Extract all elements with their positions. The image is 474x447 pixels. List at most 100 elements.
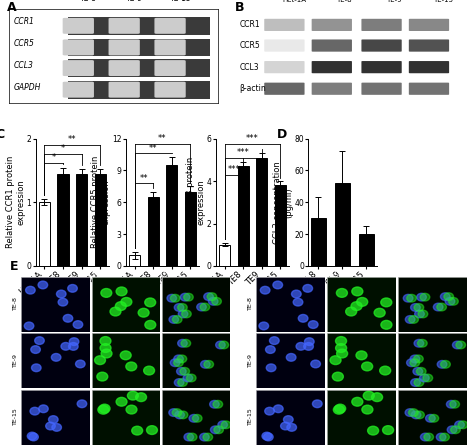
Circle shape <box>200 433 209 441</box>
Circle shape <box>173 316 182 323</box>
Circle shape <box>304 342 313 350</box>
Circle shape <box>381 298 392 307</box>
Text: E: E <box>9 260 18 273</box>
Circle shape <box>283 416 293 423</box>
Circle shape <box>410 379 420 386</box>
Circle shape <box>126 405 137 414</box>
Circle shape <box>169 316 179 323</box>
FancyBboxPatch shape <box>361 19 402 31</box>
Circle shape <box>175 411 184 419</box>
Text: TE-8: TE-8 <box>247 296 253 310</box>
Circle shape <box>296 342 306 350</box>
Text: CCL3: CCL3 <box>14 61 34 70</box>
Circle shape <box>51 354 61 361</box>
Circle shape <box>221 421 231 429</box>
Circle shape <box>346 307 356 316</box>
Circle shape <box>270 337 279 345</box>
Circle shape <box>352 397 363 406</box>
Circle shape <box>136 393 146 401</box>
Y-axis label: Relative CCR5 protein
expression: Relative CCR5 protein expression <box>91 156 110 249</box>
Circle shape <box>182 310 191 318</box>
Circle shape <box>177 355 187 363</box>
Text: CCR5: CCR5 <box>91 271 109 276</box>
Circle shape <box>180 293 190 301</box>
Text: CCL3: CCL3 <box>327 271 343 276</box>
Circle shape <box>39 405 48 413</box>
FancyBboxPatch shape <box>155 82 186 97</box>
Circle shape <box>437 303 447 311</box>
Circle shape <box>426 414 435 422</box>
Circle shape <box>415 310 424 318</box>
Circle shape <box>209 298 218 305</box>
FancyBboxPatch shape <box>311 83 352 95</box>
Circle shape <box>414 379 424 386</box>
Text: **: ** <box>158 134 166 143</box>
Circle shape <box>363 391 374 400</box>
Text: CCR1: CCR1 <box>239 21 260 30</box>
FancyBboxPatch shape <box>109 82 140 97</box>
Circle shape <box>451 426 460 434</box>
Circle shape <box>436 433 446 441</box>
Circle shape <box>146 426 157 434</box>
Text: CCR5: CCR5 <box>14 39 35 48</box>
Circle shape <box>216 341 225 349</box>
Circle shape <box>180 367 190 375</box>
FancyBboxPatch shape <box>264 19 304 31</box>
Circle shape <box>405 316 415 323</box>
Text: TE-15: TE-15 <box>433 0 453 3</box>
Bar <box>359 234 374 266</box>
Bar <box>274 186 286 266</box>
Circle shape <box>145 320 156 329</box>
Circle shape <box>172 409 182 417</box>
Circle shape <box>38 281 48 289</box>
Circle shape <box>413 367 423 375</box>
Circle shape <box>418 339 427 347</box>
Circle shape <box>169 409 178 417</box>
Circle shape <box>167 295 176 302</box>
Circle shape <box>417 293 426 301</box>
Circle shape <box>309 320 318 329</box>
Circle shape <box>414 355 423 363</box>
Circle shape <box>281 422 290 430</box>
Text: *: * <box>52 153 56 162</box>
FancyBboxPatch shape <box>361 39 402 52</box>
Text: TE-9: TE-9 <box>247 353 253 367</box>
Circle shape <box>362 405 373 414</box>
Circle shape <box>210 426 220 434</box>
Circle shape <box>99 404 110 413</box>
Text: TE-9: TE-9 <box>13 353 18 367</box>
Text: ***: *** <box>246 134 259 143</box>
Text: **: ** <box>149 144 157 153</box>
Circle shape <box>420 433 430 441</box>
Text: CCL3: CCL3 <box>239 63 259 72</box>
Circle shape <box>420 293 430 301</box>
Circle shape <box>30 407 39 415</box>
Circle shape <box>181 339 191 347</box>
FancyBboxPatch shape <box>109 18 140 34</box>
Y-axis label: Relative CCL3 protein
expression: Relative CCL3 protein expression <box>186 156 205 248</box>
FancyBboxPatch shape <box>155 60 186 76</box>
Circle shape <box>374 308 385 317</box>
FancyBboxPatch shape <box>109 60 140 76</box>
Circle shape <box>356 298 368 306</box>
Circle shape <box>409 409 418 417</box>
Circle shape <box>333 405 345 414</box>
FancyBboxPatch shape <box>264 61 304 73</box>
Text: TE-15: TE-15 <box>13 408 18 426</box>
Circle shape <box>100 337 111 346</box>
Circle shape <box>409 316 419 323</box>
Circle shape <box>456 341 465 349</box>
Circle shape <box>450 401 459 408</box>
Text: Merge: Merge <box>398 271 418 276</box>
Circle shape <box>453 341 462 349</box>
Text: Het-1A: Het-1A <box>282 0 306 3</box>
Circle shape <box>423 374 433 382</box>
Bar <box>39 202 50 266</box>
Circle shape <box>448 298 458 305</box>
Circle shape <box>178 304 187 311</box>
Circle shape <box>192 414 202 422</box>
FancyBboxPatch shape <box>109 39 140 55</box>
Circle shape <box>352 287 363 296</box>
Circle shape <box>311 360 320 368</box>
Circle shape <box>58 298 68 306</box>
